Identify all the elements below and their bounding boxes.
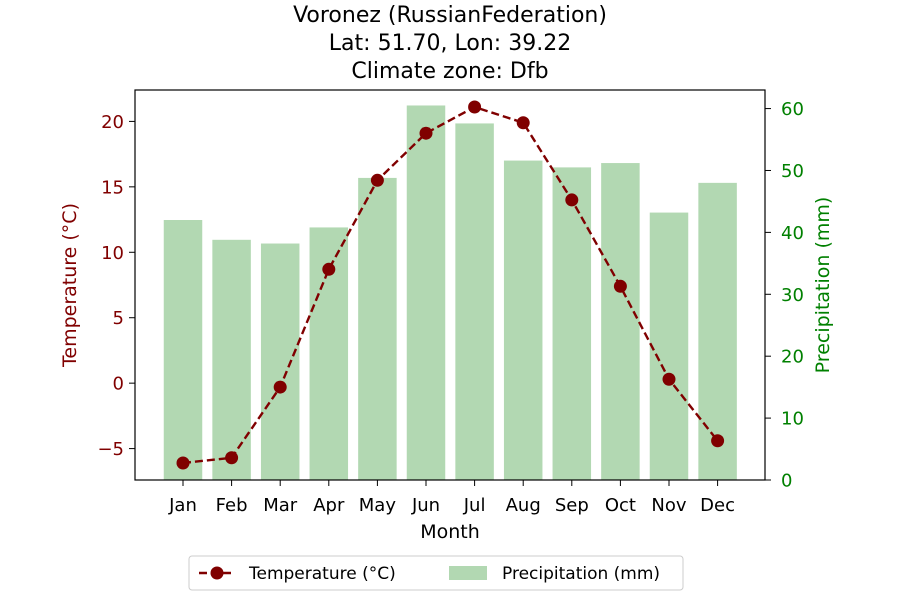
precipitation-bar-aug [503, 160, 543, 481]
legend-temperature-marker [210, 566, 224, 580]
temperature-point-jan [176, 456, 190, 470]
left-axis-label: Temperature (°C) [59, 203, 81, 368]
precipitation-bar-jan [163, 220, 203, 480]
plot-frame [134, 89, 766, 481]
temperature-point-aug [516, 116, 530, 130]
x-tick-label: May [359, 495, 397, 516]
x-tick-label: Nov [651, 495, 686, 516]
temperature-point-jul [468, 100, 482, 114]
legend-box [188, 555, 684, 591]
x-tick-label: Sep [555, 495, 589, 516]
temperature-line [176, 100, 725, 470]
precipitation-bars [163, 105, 737, 481]
temperature-point-apr [322, 262, 336, 276]
title-line-3: Climate zone: Dfb [351, 59, 548, 84]
right-y-axis: 0 10 20 30 40 50 60 [765, 99, 804, 492]
temperature-point-feb [225, 451, 239, 465]
right-tick-label: 20 [781, 347, 804, 368]
x-tick-label: Oct [605, 495, 636, 516]
legend-temperature-label: Temperature (°C) [248, 564, 396, 584]
title-line-1: Voronez (RussianFederation) [293, 3, 607, 28]
right-axis-label: Precipitation (mm) [812, 197, 834, 374]
legend-precipitation-label: Precipitation (mm) [502, 564, 660, 584]
x-tick-label: Apr [313, 495, 345, 516]
precipitation-bar-may [358, 177, 397, 480]
precipitation-bar-jun [406, 105, 446, 480]
precipitation-bar-oct [601, 163, 640, 481]
right-tick-label: 60 [781, 99, 804, 120]
temperature-point-may [370, 173, 384, 187]
chart-title: Voronez (RussianFederation) Lat: 51.70, … [293, 3, 607, 84]
left-y-axis: −5 0 5 10 15 20 [97, 112, 135, 460]
x-axis: Jan Feb Mar Apr May Jun Jul Aug Sep Oct Nov Dec [168, 480, 735, 516]
precipitation-bar-feb [212, 239, 251, 480]
right-tick-label: 50 [781, 161, 804, 182]
temperature-point-oct [613, 279, 627, 293]
temperature-point-dec [711, 434, 725, 448]
x-tick-label: Aug [506, 495, 541, 516]
left-tick-label: 20 [101, 112, 124, 133]
left-tick-label: 5 [113, 308, 124, 329]
left-tick-label: −5 [97, 439, 124, 460]
legend: Temperature (°C) Precipitation (mm) [188, 555, 684, 591]
right-tick-label: 0 [781, 471, 792, 492]
temperature-point-mar [273, 380, 287, 394]
x-tick-label: Jun [411, 495, 440, 516]
x-tick-label: Jul [463, 495, 486, 516]
x-tick-label: Jan [168, 495, 197, 516]
temperature-series-line [182, 105, 719, 465]
left-tick-label: 0 [113, 374, 124, 395]
precipitation-bar-dec [698, 182, 737, 480]
right-tick-label: 30 [781, 285, 804, 306]
x-tick-label: Mar [263, 495, 298, 516]
left-tick-label: 15 [101, 177, 124, 198]
precipitation-bar-jul [455, 123, 494, 480]
temperature-point-nov [662, 372, 676, 386]
precipitation-bar-mar [260, 243, 300, 480]
x-tick-label: Feb [216, 495, 248, 516]
title-line-2: Lat: 51.70, Lon: 39.22 [329, 31, 571, 56]
legend-precipitation-swatch [449, 566, 487, 580]
right-tick-label: 40 [781, 223, 804, 244]
temperature-point-sep [565, 193, 579, 207]
precipitation-bar-sep [552, 167, 592, 480]
precipitation-bar-nov [649, 212, 689, 481]
left-tick-label: 10 [101, 243, 124, 264]
right-tick-label: 10 [781, 409, 804, 430]
x-tick-label: Dec [700, 495, 735, 516]
temperature-point-jun [419, 126, 433, 140]
x-axis-label: Month [420, 521, 480, 543]
